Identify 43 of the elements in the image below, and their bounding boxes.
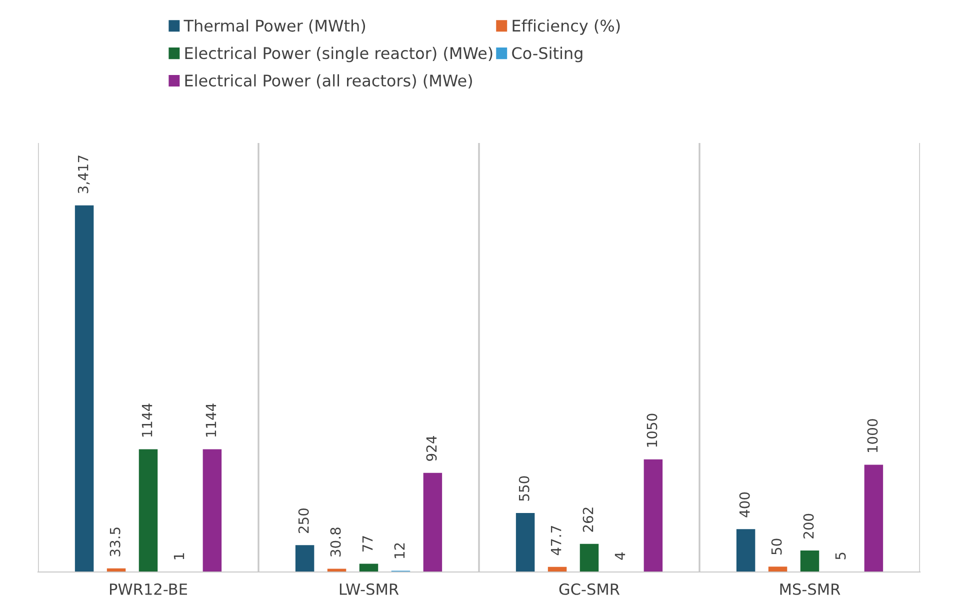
x-tick-label: PWR12-BE [110,583,188,595]
data-label: 1000 [867,419,878,452]
bar [138,449,158,572]
data-label: 77 [362,536,373,552]
x-tick-label: LW-SMR [340,583,399,595]
bar [74,205,94,572]
legend-label: Efficiency (%) [512,19,620,35]
bar [800,550,820,572]
data-label: 262 [582,508,594,532]
x-tick-label: GC-SMR [559,583,620,595]
bar [580,544,599,572]
bar [423,472,442,572]
data-label: 47.7 [550,526,562,556]
data-label: 200 [803,514,814,538]
bar [644,459,663,572]
data-label: 1144 [142,404,152,437]
data-label: 33.5 [110,528,120,556]
data-label: 400 [739,492,750,518]
data-label: 1050 [646,414,658,447]
data-label: 30.8 [330,528,341,557]
data-label: 924 [426,436,437,461]
data-label: 50 [771,538,782,554]
bar [295,545,314,572]
data-label: 1144 [206,404,216,437]
bar [736,529,756,572]
x-tick-label: MS-SMR [780,583,840,595]
bar [202,449,222,572]
bar [359,564,378,572]
data-label: 550 [518,476,530,501]
data-label: 1 [174,553,184,560]
bar [516,512,535,572]
data-label: 4 [614,552,626,560]
data-label: 3,417 [78,156,90,194]
legend-label: Electrical Power (single reactor) (MWe) [185,46,492,62]
data-label: 12 [394,543,405,558]
data-label: 5 [835,552,846,560]
bar [864,464,884,572]
bar [768,566,788,572]
legend-label: Thermal Power (MWth) [184,19,366,34]
legend-label: Electrical Power (all reactors) (MWe) [185,74,472,88]
bar [327,568,346,572]
legend-label: Co-Siting [512,46,582,62]
data-label: 250 [298,508,309,534]
